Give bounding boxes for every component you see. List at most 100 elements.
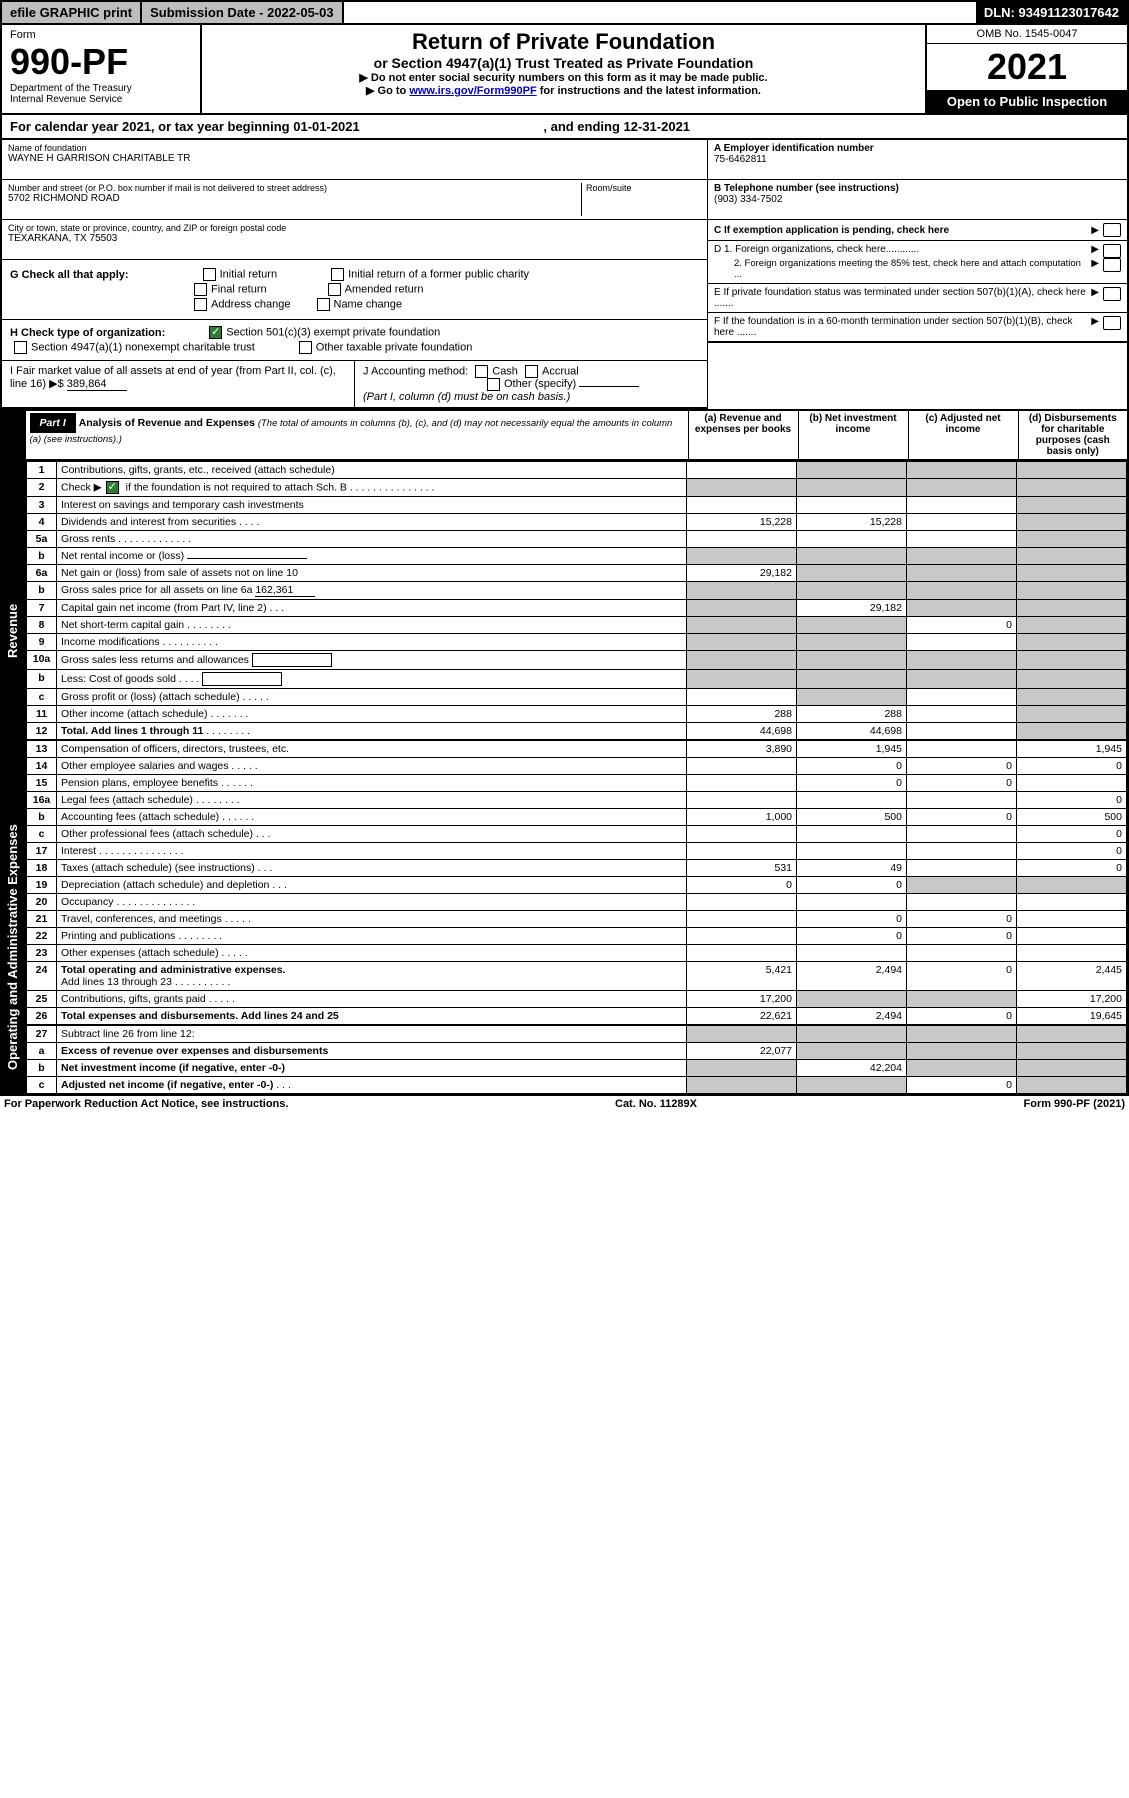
foundation-name-cell: Name of foundation WAYNE H GARRISON CHAR… — [2, 140, 707, 180]
chk-other-method[interactable] — [487, 378, 500, 391]
table-row: 23Other expenses (attach schedule) . . .… — [27, 945, 1127, 962]
chk-d2[interactable] — [1103, 258, 1121, 272]
dln-number: DLN: 93491123017642 — [976, 2, 1127, 23]
section-i: I Fair market value of all assets at end… — [2, 361, 355, 407]
section-d: D 1. Foreign organizations, check here..… — [708, 241, 1127, 284]
ein-cell: A Employer identification number 75-6462… — [708, 140, 1127, 180]
open-public-badge: Open to Public Inspection — [927, 90, 1127, 113]
chk-amended[interactable] — [328, 283, 341, 296]
table-row: cGross profit or (loss) (attach schedule… — [27, 689, 1127, 706]
chk-final[interactable] — [194, 283, 207, 296]
col-d-header: (d) Disbursements for charitable purpose… — [1018, 410, 1128, 460]
table-row: 6aNet gain or (loss) from sale of assets… — [27, 565, 1127, 582]
chk-initial[interactable] — [203, 268, 216, 281]
street-address: 5702 RICHMOND ROAD — [8, 193, 581, 204]
chk-501c3[interactable]: ✓ — [209, 326, 222, 339]
table-row: 10aGross sales less returns and allowanc… — [27, 651, 1127, 670]
irs-link[interactable]: www.irs.gov/Form990PF — [409, 85, 536, 97]
city-state-zip: TEXARKANA, TX 75503 — [8, 233, 701, 244]
section-g: G Check all that apply: Initial return I… — [2, 260, 707, 320]
fmv-value: 389,864 — [67, 378, 127, 391]
table-row: 24Total operating and administrative exp… — [27, 962, 1127, 991]
instruction-2: ▶ Go to www.irs.gov/Form990PF for instru… — [214, 84, 913, 97]
form-title: Return of Private Foundation — [214, 29, 913, 55]
dept-line-2: Internal Revenue Service — [10, 94, 192, 105]
footer-left: For Paperwork Reduction Act Notice, see … — [4, 1098, 288, 1110]
table-row: 1Contributions, gifts, grants, etc., rec… — [27, 462, 1127, 479]
table-row: bGross sales price for all assets on lin… — [27, 582, 1127, 600]
table-row: cAdjusted net income (if negative, enter… — [27, 1077, 1127, 1094]
footer-mid: Cat. No. 11289X — [615, 1098, 697, 1110]
table-row: 25Contributions, gifts, grants paid . . … — [27, 991, 1127, 1008]
table-row: 7Capital gain net income (from Part IV, … — [27, 600, 1127, 617]
table-row: 14Other employee salaries and wages . . … — [27, 758, 1127, 775]
section-f: F If the foundation is in a 60-month ter… — [708, 313, 1127, 343]
part1-header-table: Part I Analysis of Revenue and Expenses … — [0, 409, 1129, 461]
chk-addr-change[interactable] — [194, 298, 207, 311]
table-row: 15Pension plans, employee benefits . . .… — [27, 775, 1127, 792]
phone-value: (903) 334-7502 — [714, 194, 782, 205]
table-row: 21Travel, conferences, and meetings . . … — [27, 911, 1127, 928]
efile-print-button[interactable]: efile GRAPHIC print — [2, 2, 142, 23]
table-row: 22Printing and publications . . . . . . … — [27, 928, 1127, 945]
table-row: 4Dividends and interest from securities … — [27, 514, 1127, 531]
identity-section: Name of foundation WAYNE H GARRISON CHAR… — [0, 140, 1129, 409]
calendar-year-row: For calendar year 2021, or tax year begi… — [0, 115, 1129, 140]
tax-year: 2021 — [927, 44, 1127, 90]
instruction-1: ▶ Do not enter social security numbers o… — [214, 71, 913, 84]
dept-line-1: Department of the Treasury — [10, 83, 192, 94]
chk-initial-former[interactable] — [331, 268, 344, 281]
table-row: 17Interest . . . . . . . . . . . . . . .… — [27, 843, 1127, 860]
section-c: C If exemption application is pending, c… — [708, 220, 1127, 241]
part1-table: Revenue Operating and Administrative Exp… — [0, 461, 1129, 1096]
table-row: 18Taxes (attach schedule) (see instructi… — [27, 860, 1127, 877]
revenue-side-label: Revenue — [2, 461, 26, 801]
table-row: 16aLegal fees (attach schedule) . . . . … — [27, 792, 1127, 809]
table-row: 2Check ▶✓ if the foundation is not requi… — [27, 479, 1127, 497]
table-row: cOther professional fees (attach schedul… — [27, 826, 1127, 843]
section-e: E If private foundation status was termi… — [708, 284, 1127, 313]
form-subtitle: or Section 4947(a)(1) Trust Treated as P… — [214, 55, 913, 71]
col-c-header: (c) Adjusted net income — [908, 410, 1018, 460]
table-row: 20Occupancy . . . . . . . . . . . . . . — [27, 894, 1127, 911]
col-b-header: (b) Net investment income — [798, 410, 908, 460]
form-number: 990-PF — [10, 41, 192, 83]
chk-d1[interactable] — [1103, 244, 1121, 258]
table-row: 27Subtract line 26 from line 12: — [27, 1025, 1127, 1043]
submission-date: Submission Date - 2022-05-03 — [142, 2, 344, 23]
chk-other-taxable[interactable] — [299, 341, 312, 354]
expenses-side-label: Operating and Administrative Expenses — [2, 801, 26, 1094]
address-cell: Number and street (or P.O. box number if… — [2, 180, 707, 220]
chk-f[interactable] — [1103, 316, 1121, 330]
section-h: H Check type of organization: ✓Section 5… — [2, 320, 707, 361]
page-footer: For Paperwork Reduction Act Notice, see … — [0, 1096, 1129, 1112]
table-row: 19Depreciation (attach schedule) and dep… — [27, 877, 1127, 894]
table-row: bNet investment income (if negative, ent… — [27, 1060, 1127, 1077]
city-cell: City or town, state or province, country… — [2, 220, 707, 260]
phone-cell: B Telephone number (see instructions) (9… — [708, 180, 1127, 220]
chk-accrual[interactable] — [525, 365, 538, 378]
table-row: bLess: Cost of goods sold . . . . — [27, 670, 1127, 689]
section-j: J Accounting method: Cash Accrual Other … — [355, 361, 707, 407]
table-row: 11Other income (attach schedule) . . . .… — [27, 706, 1127, 723]
table-row: 3Interest on savings and temporary cash … — [27, 497, 1127, 514]
chk-cash[interactable] — [475, 365, 488, 378]
foundation-name: WAYNE H GARRISON CHARITABLE TR — [8, 153, 701, 164]
table-row: bAccounting fees (attach schedule) . . .… — [27, 809, 1127, 826]
chk-e[interactable] — [1103, 287, 1121, 301]
table-row: aExcess of revenue over expenses and dis… — [27, 1043, 1127, 1060]
chk-4947[interactable] — [14, 341, 27, 354]
omb-number: OMB No. 1545-0047 — [927, 25, 1127, 44]
ein-value: 75-6462811 — [714, 154, 767, 165]
table-row: 8Net short-term capital gain . . . . . .… — [27, 617, 1127, 634]
table-row: 9Income modifications . . . . . . . . . … — [27, 634, 1127, 651]
chk-c[interactable] — [1103, 223, 1121, 237]
table-row: 26Total expenses and disbursements. Add … — [27, 1008, 1127, 1026]
top-bar: efile GRAPHIC print Submission Date - 20… — [0, 0, 1129, 25]
footer-right: Form 990-PF (2021) — [1024, 1098, 1125, 1110]
table-row: 12Total. Add lines 1 through 11 . . . . … — [27, 723, 1127, 741]
form-label: Form — [10, 29, 192, 41]
chk-name-change[interactable] — [317, 298, 330, 311]
chk-sch-b[interactable]: ✓ — [106, 481, 119, 494]
part1-badge: Part I — [30, 413, 76, 433]
